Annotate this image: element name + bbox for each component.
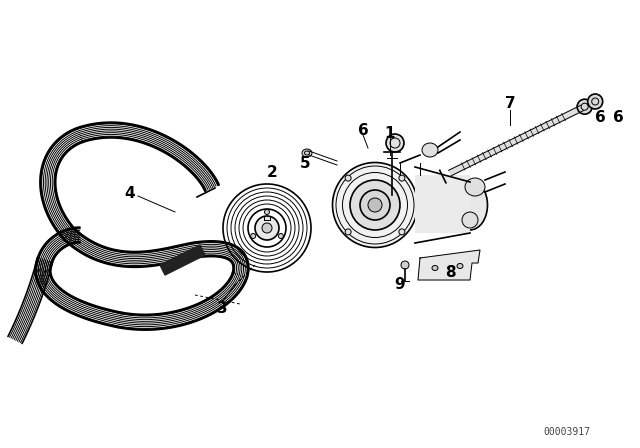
Ellipse shape — [462, 212, 478, 228]
Ellipse shape — [251, 233, 255, 238]
Text: 6: 6 — [612, 109, 623, 125]
Ellipse shape — [399, 175, 405, 181]
Ellipse shape — [452, 180, 488, 230]
Text: 1: 1 — [385, 125, 396, 141]
Ellipse shape — [333, 163, 417, 247]
Text: 2: 2 — [267, 164, 277, 180]
Polygon shape — [449, 105, 583, 176]
Ellipse shape — [368, 198, 382, 212]
Ellipse shape — [577, 99, 592, 114]
Ellipse shape — [278, 233, 284, 238]
Text: 6: 6 — [595, 109, 605, 125]
Text: 3: 3 — [217, 301, 227, 315]
Ellipse shape — [350, 180, 400, 230]
Ellipse shape — [588, 94, 603, 109]
Polygon shape — [418, 250, 480, 280]
Polygon shape — [160, 245, 205, 275]
Ellipse shape — [302, 149, 312, 157]
Text: 4: 4 — [125, 185, 135, 201]
Ellipse shape — [255, 216, 279, 240]
Ellipse shape — [465, 178, 485, 196]
Text: 8: 8 — [445, 264, 455, 280]
Text: 6: 6 — [358, 122, 369, 138]
Text: 00003917: 00003917 — [543, 427, 591, 437]
Text: 7: 7 — [505, 95, 515, 111]
Ellipse shape — [457, 263, 463, 268]
Ellipse shape — [360, 190, 390, 220]
Ellipse shape — [262, 223, 272, 233]
Ellipse shape — [422, 143, 438, 157]
Ellipse shape — [432, 266, 438, 271]
Text: 5: 5 — [300, 155, 310, 171]
Ellipse shape — [399, 229, 405, 235]
Ellipse shape — [345, 229, 351, 235]
Ellipse shape — [345, 175, 351, 181]
FancyBboxPatch shape — [415, 175, 470, 233]
Ellipse shape — [401, 261, 409, 269]
Ellipse shape — [264, 210, 269, 215]
Ellipse shape — [386, 134, 404, 152]
Text: 9: 9 — [395, 276, 405, 292]
